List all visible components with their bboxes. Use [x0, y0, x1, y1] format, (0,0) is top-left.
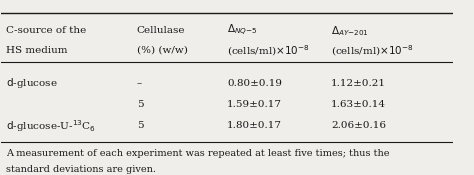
Text: 5: 5	[137, 121, 144, 130]
Text: 2.06±0.16: 2.06±0.16	[331, 121, 386, 130]
Text: 1.63±0.14: 1.63±0.14	[331, 100, 386, 109]
Text: 1.80±0.17: 1.80±0.17	[227, 121, 282, 130]
Text: HS medium: HS medium	[6, 46, 67, 55]
Text: $\Delta_{AY\mathrm{-}201}$: $\Delta_{AY\mathrm{-}201}$	[331, 24, 369, 38]
Text: Cellulase: Cellulase	[137, 26, 185, 35]
Text: $\mathrm{d}$-glucose-U-$^{13}$C$_6$: $\mathrm{d}$-glucose-U-$^{13}$C$_6$	[6, 118, 96, 134]
Text: $\mathrm{d}$-glucose: $\mathrm{d}$-glucose	[6, 76, 58, 90]
Text: C-source of the: C-source of the	[6, 26, 86, 35]
Text: standard deviations are given.: standard deviations are given.	[6, 166, 156, 174]
Text: (%) (w/w): (%) (w/w)	[137, 46, 188, 55]
Text: (cells/ml)$\times10^{-8}$: (cells/ml)$\times10^{-8}$	[227, 43, 310, 58]
Text: –: –	[137, 79, 142, 88]
Text: 1.12±0.21: 1.12±0.21	[331, 79, 386, 88]
Text: 1.59±0.17: 1.59±0.17	[227, 100, 282, 109]
Text: 0.80±0.19: 0.80±0.19	[227, 79, 282, 88]
Text: 5: 5	[137, 100, 144, 109]
Text: (cells/ml)$\times10^{-8}$: (cells/ml)$\times10^{-8}$	[331, 43, 414, 58]
Text: A measurement of each experiment was repeated at least five times; thus the: A measurement of each experiment was rep…	[6, 149, 390, 158]
Text: $\Delta_{NQ\mathrm{-}5}$: $\Delta_{NQ\mathrm{-}5}$	[227, 23, 257, 38]
